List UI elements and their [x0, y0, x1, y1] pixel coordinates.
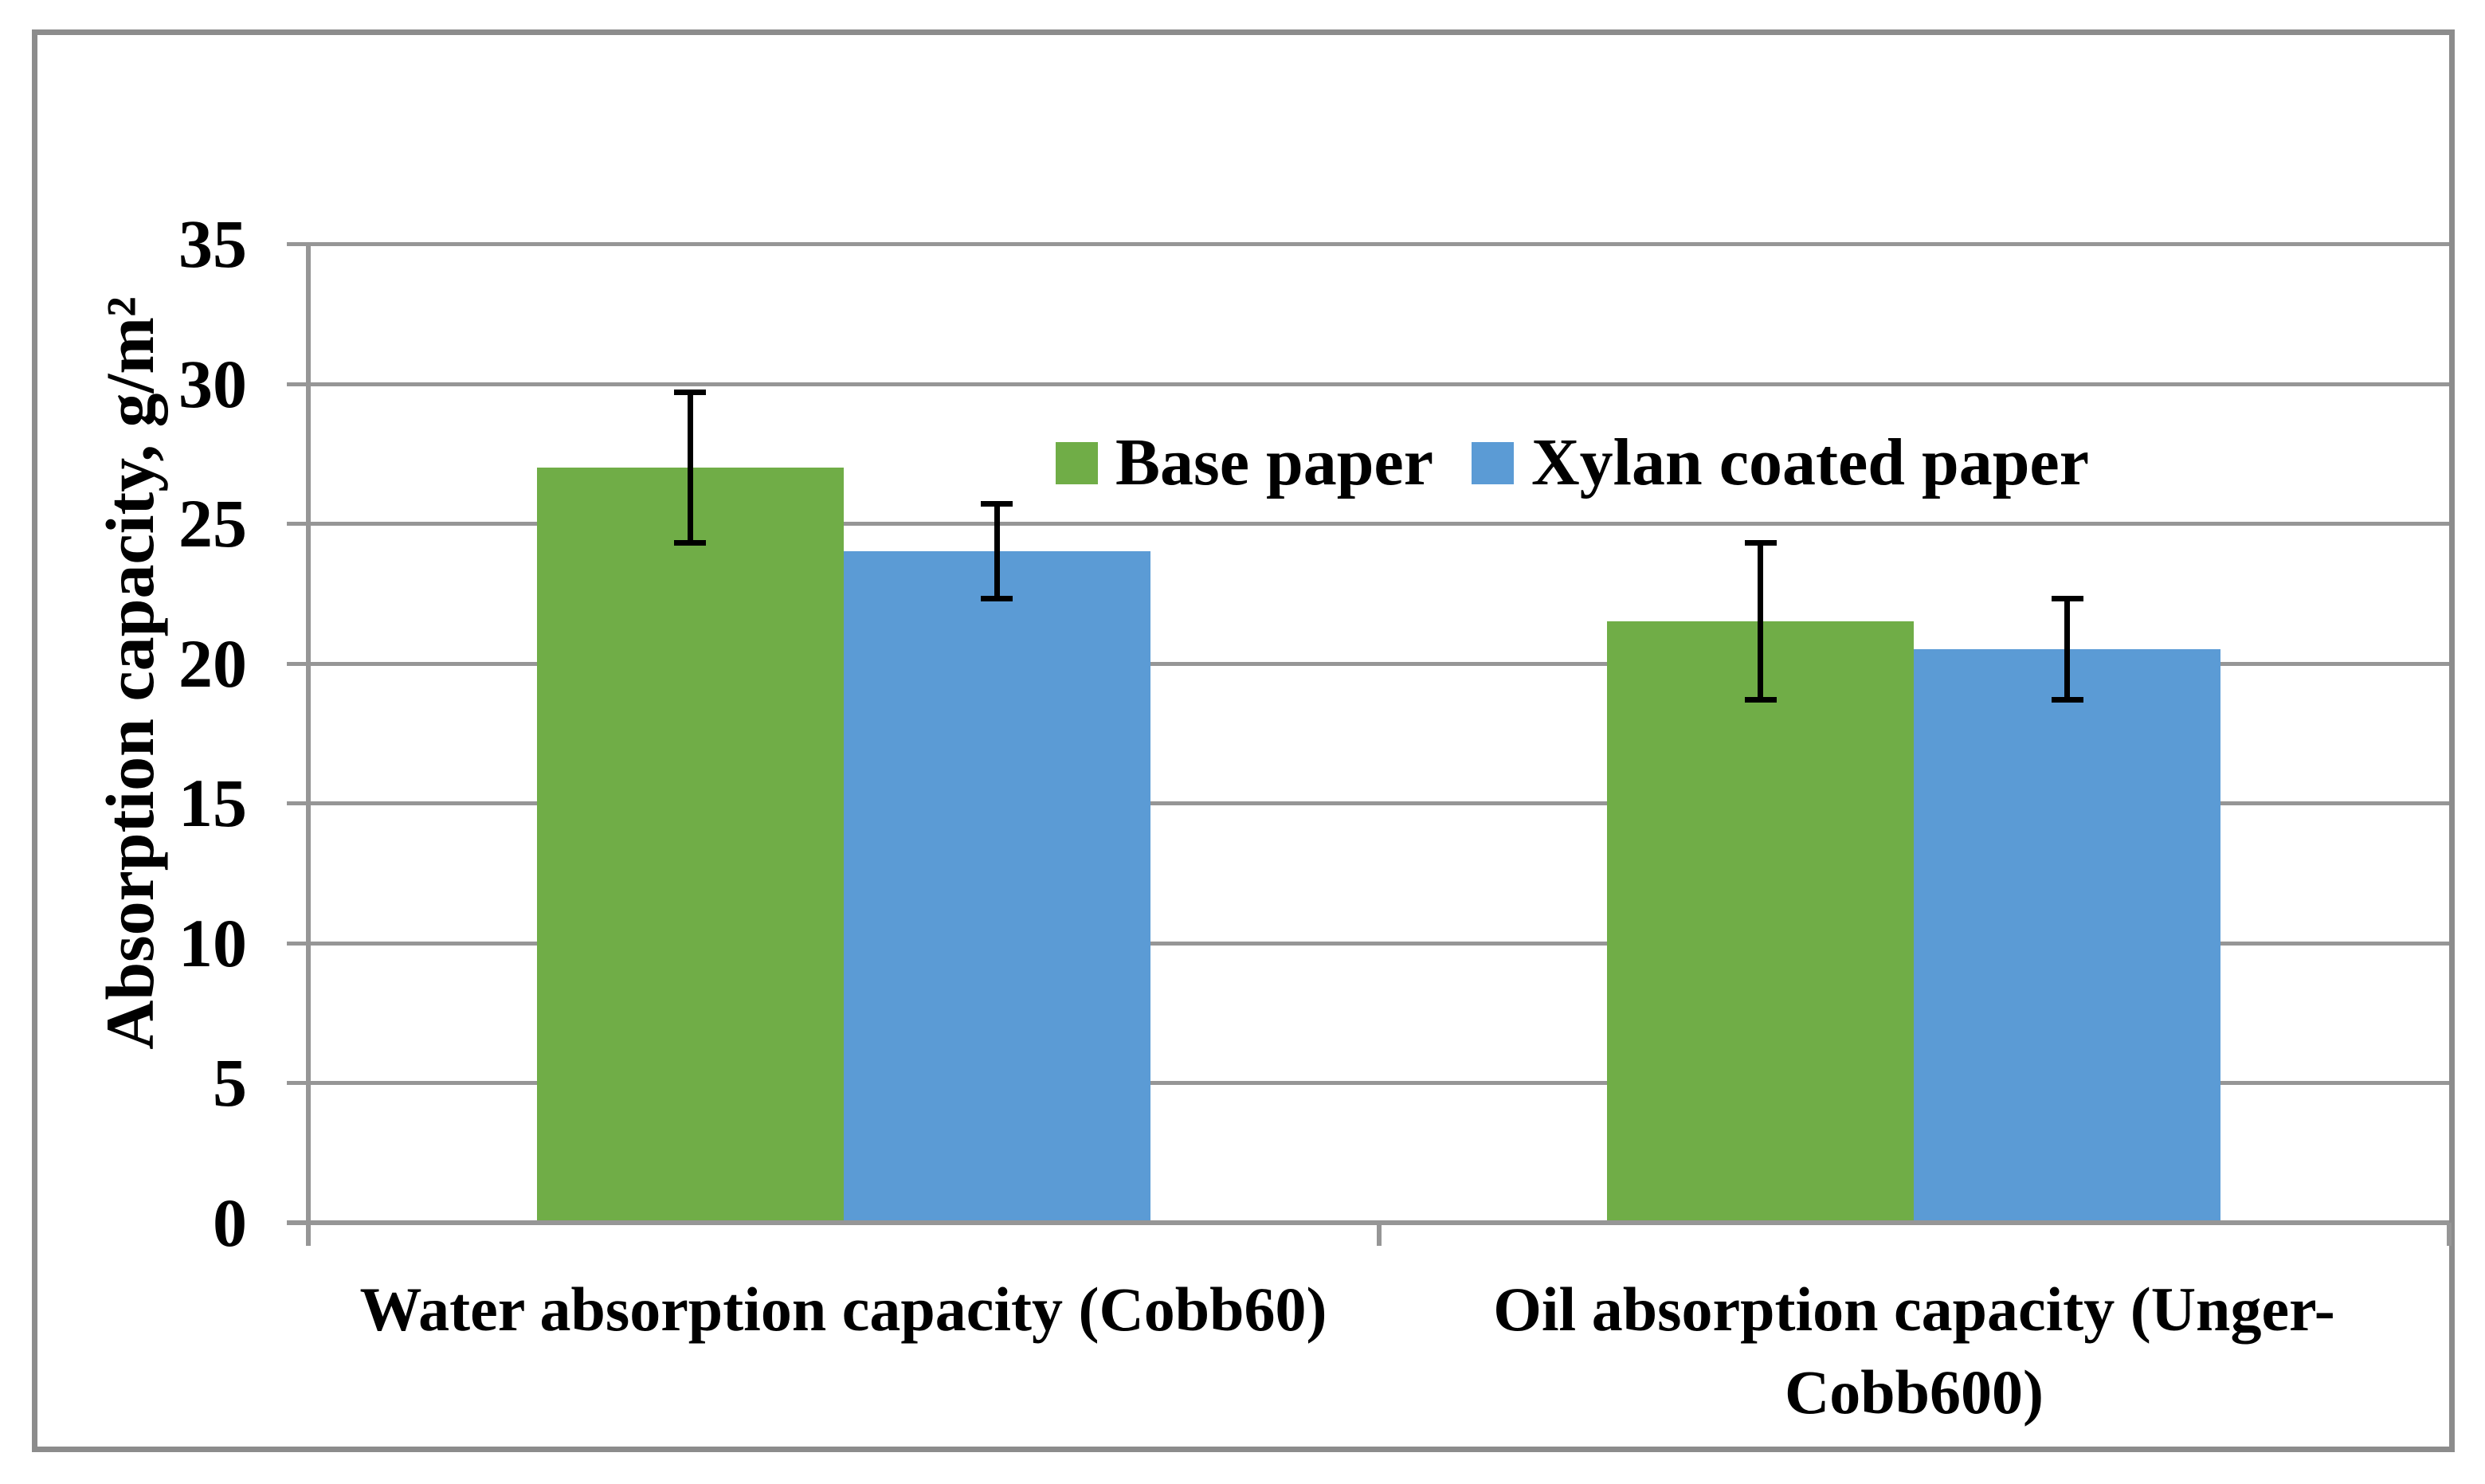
- gridline-10: [308, 941, 2449, 946]
- error-bar-base-paper-cat0-cap-top: [674, 389, 707, 395]
- gridline-5: [308, 1081, 2449, 1086]
- y-tick-mark-15: [287, 801, 308, 806]
- y-tick-mark-20: [287, 661, 308, 666]
- error-bar-xylan-coated-paper-cat1-cap-bottom: [2051, 696, 2083, 703]
- error-bar-xylan-coated-paper-cat0-cap-bottom: [981, 596, 1013, 602]
- y-tick-mark-5: [287, 1081, 308, 1086]
- error-bar-base-paper-cat0-cap-bottom: [674, 540, 707, 546]
- y-tick-label-15: 15: [178, 765, 247, 842]
- bar-base-paper-cat0: [536, 467, 844, 1223]
- y-tick-mark-35: [287, 242, 308, 246]
- bar-xylan-coated-paper-cat1: [1914, 649, 2221, 1223]
- error-bar-xylan-coated-paper-cat0-line: [994, 503, 1000, 599]
- legend-swatch-xylan-coated-paper: [1472, 441, 1514, 484]
- gridline-15: [308, 801, 2449, 806]
- y-tick-mark-30: [287, 382, 308, 386]
- x-category-label-oil: Oil absorption capacity (Unger- Cobb600): [1493, 1275, 2335, 1427]
- legend-item-base-paper: Base paper: [1056, 425, 1433, 499]
- y-tick-label-25: 25: [178, 485, 247, 562]
- error-bar-xylan-coated-paper-cat1-cap-top: [2051, 596, 2083, 602]
- error-bar-xylan-coated-paper-cat0-cap-top: [981, 501, 1013, 507]
- y-tick-label-0: 0: [213, 1184, 247, 1261]
- y-tick-label-30: 30: [178, 345, 247, 422]
- y-tick-label-20: 20: [178, 625, 247, 702]
- y-tick-label-10: 10: [178, 904, 247, 981]
- y-tick-label-35: 35: [178, 206, 247, 282]
- legend-item-xylan-coated-paper: Xylan coated paper: [1472, 425, 2089, 499]
- gridline-25: [308, 522, 2449, 527]
- error-bar-xylan-coated-paper-cat1-line: [2064, 598, 2071, 700]
- gridline-20: [308, 661, 2449, 666]
- error-bar-base-paper-cat1-line: [1758, 542, 1764, 700]
- y-tick-mark-25: [287, 522, 308, 527]
- x-axis-boundary-tick-1: [2447, 1223, 2452, 1246]
- error-bar-base-paper-cat0-line: [687, 392, 693, 543]
- x-axis-boundary-tick-0: [1376, 1223, 1382, 1246]
- y-axis-line: [306, 244, 311, 1246]
- y-tick-mark-10: [287, 941, 308, 946]
- bar-xylan-coated-paper-cat0: [843, 551, 1150, 1223]
- legend-label-xylan-coated-paper: Xylan coated paper: [1531, 425, 2089, 499]
- error-bar-base-paper-cat1-cap-top: [1744, 540, 1777, 546]
- error-bar-base-paper-cat1-cap-bottom: [1744, 696, 1777, 703]
- x-axis-line: [287, 1220, 2449, 1225]
- y-tick-label-5: 5: [213, 1044, 247, 1122]
- legend-label-base-paper: Base paper: [1115, 425, 1433, 499]
- gridline-35: [308, 242, 2449, 246]
- legend-swatch-base-paper: [1056, 441, 1098, 484]
- bar-base-paper-cat1: [1607, 621, 1915, 1223]
- x-category-label-water: Water absorption capacity (Cobb60): [359, 1275, 1327, 1344]
- gridline-30: [308, 382, 2449, 386]
